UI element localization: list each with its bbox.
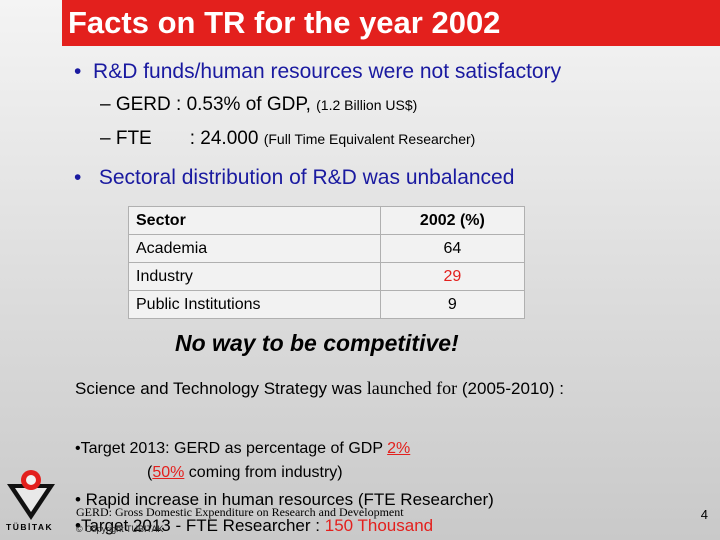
target-industry-open: ( bbox=[147, 464, 153, 481]
table-header-row: Sector 2002 (%) bbox=[128, 206, 526, 235]
target-fte-text: •Target 2013 - FTE Researcher : bbox=[75, 516, 325, 535]
target-industry: (50% coming from industry) bbox=[147, 464, 343, 482]
table-header-year: 2002 (%) bbox=[379, 206, 526, 235]
copyright-note: © Copyright TUBITAK bbox=[76, 524, 164, 534]
logo-text: TÜBİTAK bbox=[6, 522, 54, 532]
footnote: GERD: Gross Domestic Expenditure on Rese… bbox=[76, 505, 404, 519]
target-fte: •Target 2013 - FTE Researcher : 150 Thou… bbox=[75, 516, 433, 536]
target-industry-value: 50% bbox=[152, 464, 185, 481]
strategy-part2: launched for bbox=[366, 378, 458, 398]
gerd-main-text: – GERD : 0.53% of GDP, bbox=[100, 94, 317, 115]
fte-line: – FTE : 24.000 (Full Time Equivalent Res… bbox=[100, 128, 475, 150]
tubitak-logo-icon bbox=[7, 470, 55, 520]
table-row: Public Institutions 9 bbox=[128, 290, 526, 319]
table-header-sector: Sector bbox=[128, 206, 381, 235]
fte-main-text: – FTE : 24.000 bbox=[100, 128, 264, 149]
page-number: 4 bbox=[700, 507, 708, 522]
sector-value: 9 bbox=[379, 290, 526, 319]
sector-name: Industry bbox=[128, 262, 381, 291]
bullet-dot: • bbox=[74, 166, 99, 189]
table-row: Academia 64 bbox=[128, 234, 526, 263]
strategy-part1: Science and Technology Strategy was bbox=[75, 379, 367, 398]
bullet-rd-funds-text: R&D funds/human resources were not satis… bbox=[93, 60, 562, 83]
target-industry-text: coming from industry) bbox=[184, 464, 343, 481]
bullet-rd-funds: • R&D funds/human resources were not sat… bbox=[74, 60, 561, 84]
strategy-part3: (2005-2010) : bbox=[457, 379, 564, 398]
sector-table: Sector 2002 (%) Academia 64 Industry 29 … bbox=[128, 206, 526, 319]
bullet-sectoral-text: Sectoral distribution of R&D was unbalan… bbox=[98, 166, 515, 189]
table-row: Industry 29 bbox=[128, 262, 526, 291]
target-fte-value: 150 Thousand bbox=[324, 516, 434, 535]
target-gerd: •Target 2013: GERD as percentage of GDP … bbox=[75, 440, 410, 458]
sector-name: Academia bbox=[128, 234, 381, 263]
fte-small-text: (Full Time Equivalent Researcher) bbox=[263, 131, 476, 147]
target-hr: • Rapid increase in human resources (FTE… bbox=[75, 490, 494, 509]
sector-value: 29 bbox=[379, 262, 526, 291]
gerd-small-text: (1.2 Billion US$) bbox=[316, 97, 418, 113]
slide-title: Facts on TR for the year 2002 bbox=[62, 0, 720, 46]
slogan: No way to be competitive! bbox=[175, 330, 459, 356]
target-gerd-text: •Target 2013: GERD as percentage of GDP bbox=[75, 440, 388, 457]
gerd-line: – GERD : 0.53% of GDP, (1.2 Billion US$) bbox=[100, 94, 417, 116]
bullet-dot: • bbox=[74, 60, 94, 83]
sector-name: Public Institutions bbox=[128, 290, 381, 319]
bullet-sectoral: • Sectoral distribution of R&D was unbal… bbox=[74, 166, 514, 190]
sector-value: 64 bbox=[379, 234, 526, 263]
target-gerd-value: 2% bbox=[387, 440, 411, 457]
strategy-line: Science and Technology Strategy was laun… bbox=[75, 378, 564, 399]
